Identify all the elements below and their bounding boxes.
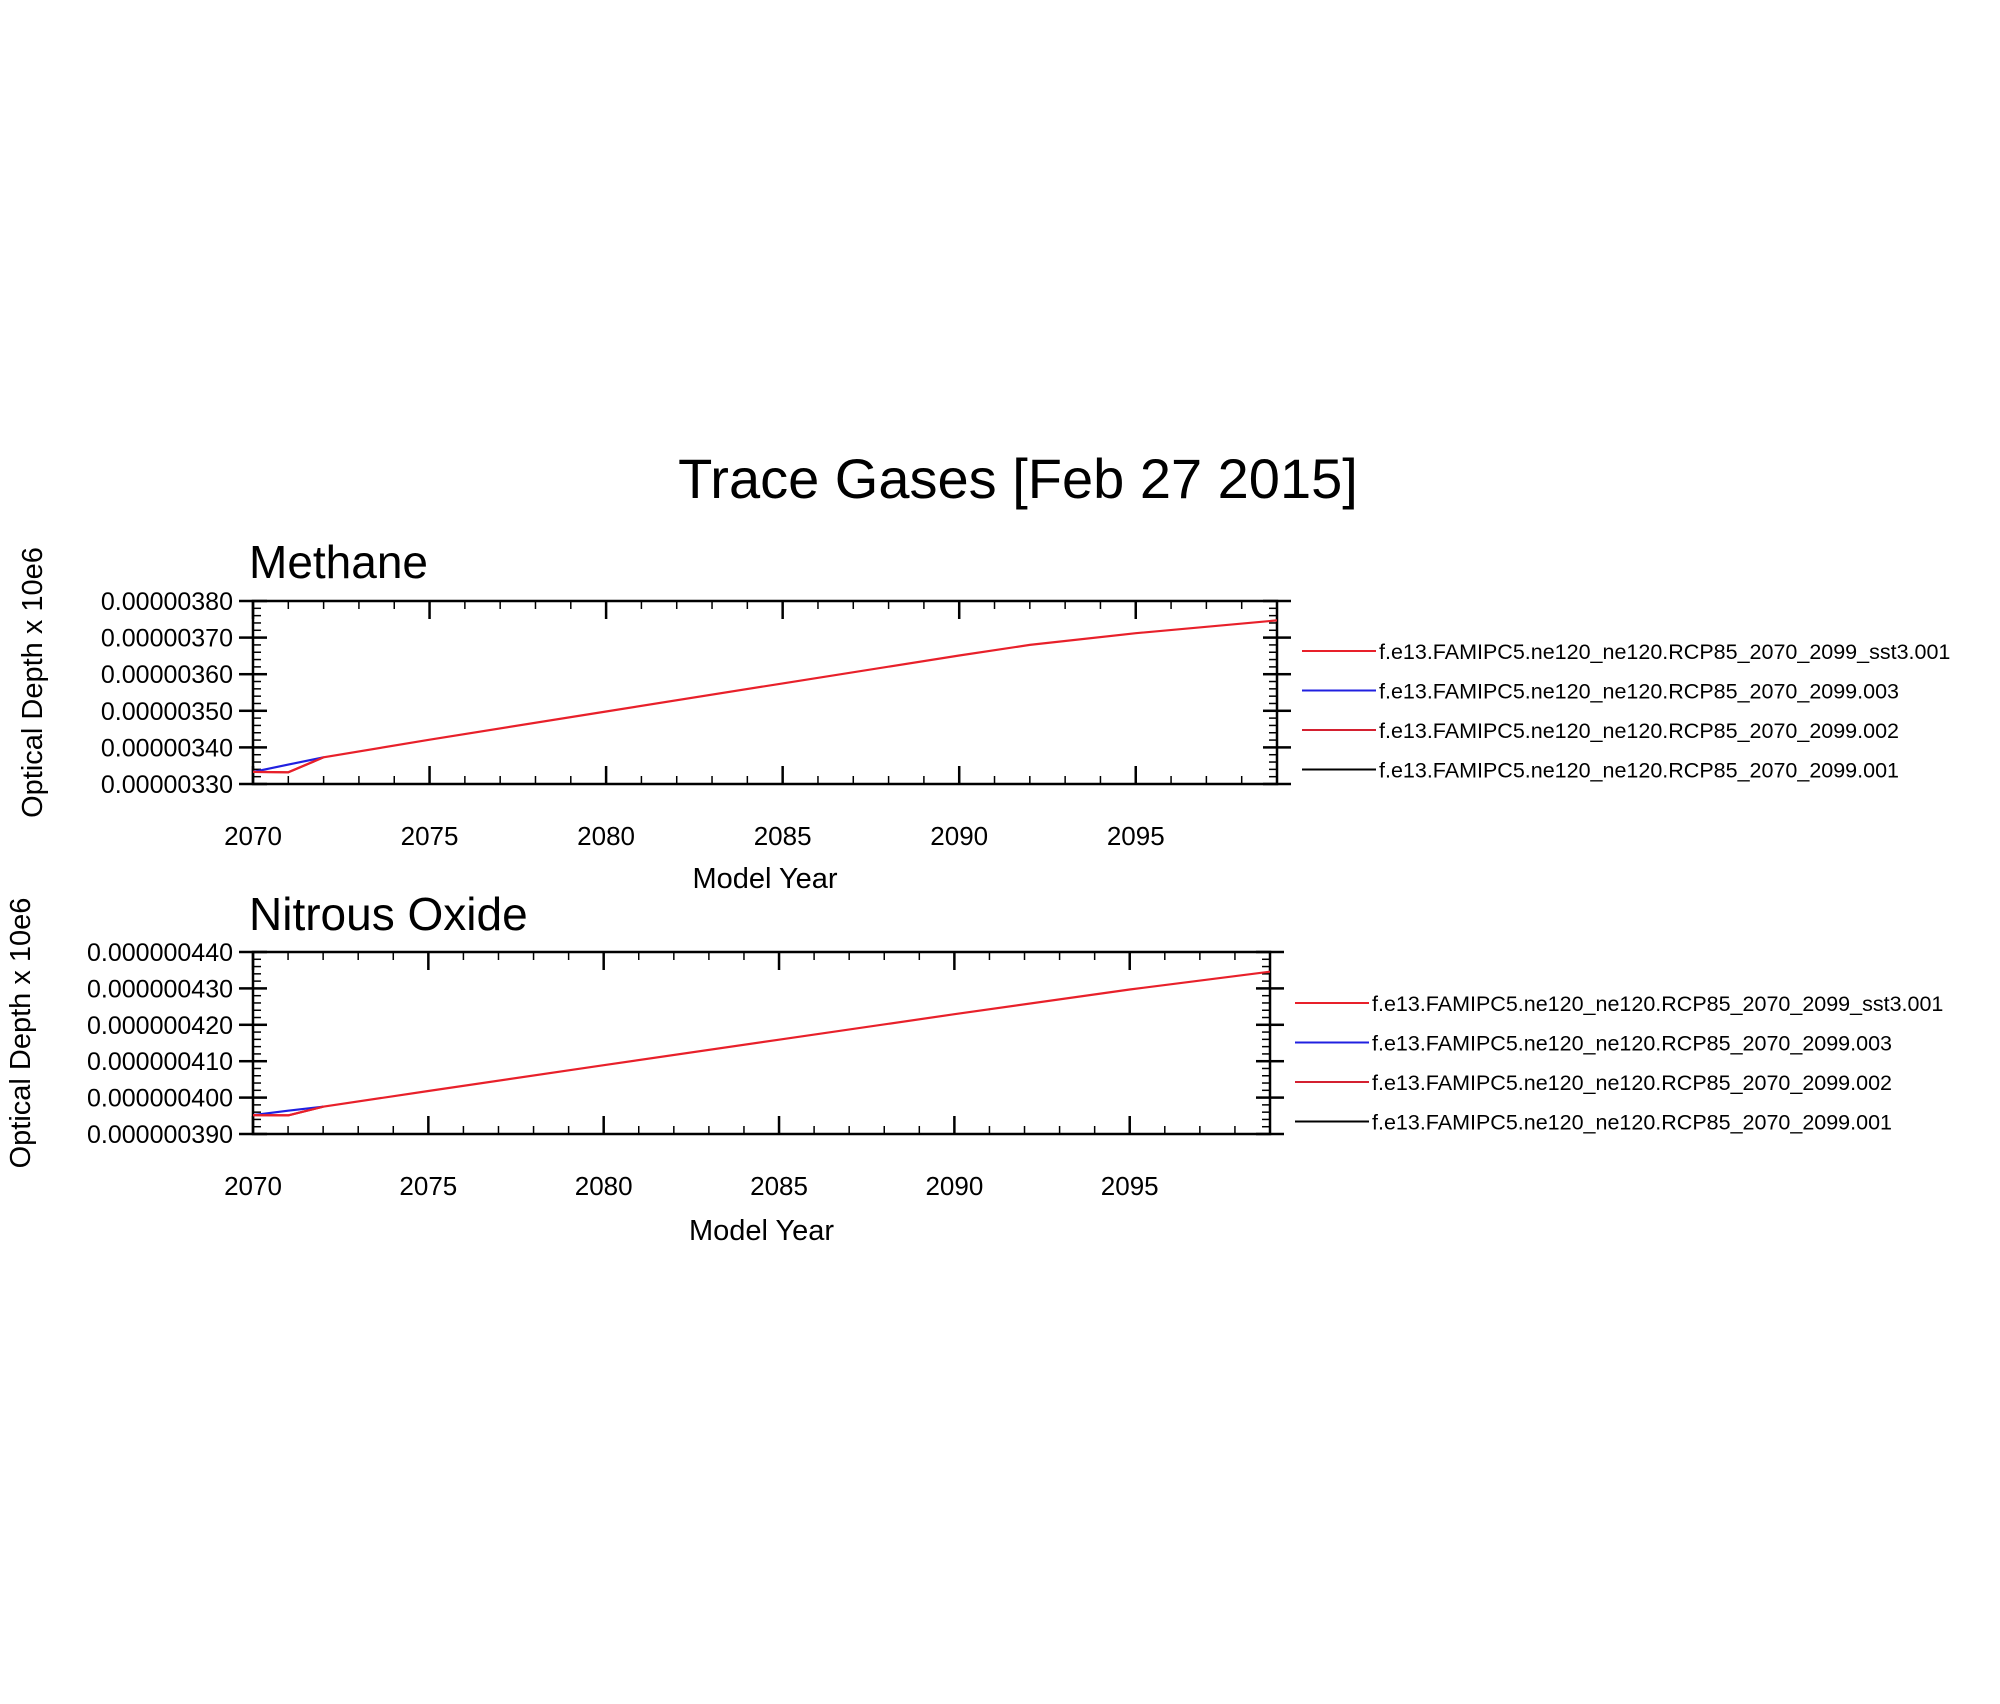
x-tick-label: 2085 — [754, 821, 812, 851]
figure-title: Trace Gases [Feb 27 2015] — [678, 447, 1358, 510]
legend-label: f.e13.FAMIPC5.ne120_ne120.RCP85_2070_209… — [1379, 680, 1899, 704]
legend-label: f.e13.FAMIPC5.ne120_ne120.RCP85_2070_209… — [1379, 759, 1899, 783]
y-tick-label: 0.00000340 — [101, 734, 233, 762]
chart-panels: Methane 2070 2075 2080 2085 2090 2095 0.0000033… — [5, 536, 1950, 1247]
legend: f.e13.FAMIPC5.ne120_ne120.RCP85_2070_209… — [1295, 992, 1943, 1135]
legend-label: f.e13.FAMIPC5.ne120_ne120.RCP85_2070_209… — [1372, 1032, 1892, 1056]
x-tick-label: 2080 — [577, 821, 635, 851]
legend: f.e13.FAMIPC5.ne120_ne120.RCP85_2070_209… — [1302, 640, 1950, 783]
y-tick-label: 0.000000420 — [87, 1012, 233, 1040]
x-tick-label: 2090 — [930, 821, 988, 851]
y-tick-label: 0.00000330 — [101, 771, 233, 799]
y-tick-label: 0.000000440 — [87, 939, 233, 967]
y-tick-label: 0.000000410 — [87, 1048, 233, 1076]
legend-label: f.e13.FAMIPC5.ne120_ne120.RCP85_2070_209… — [1372, 1111, 1892, 1135]
y-tick-label: 0.00000360 — [101, 661, 233, 689]
x-tick-label: 2075 — [399, 1171, 457, 1201]
plot-frame — [251, 599, 1279, 786]
x-axis-label: Model Year — [689, 1215, 834, 1247]
y-tick-label: 0.00000380 — [101, 588, 233, 616]
x-tick-label: 2085 — [750, 1171, 808, 1201]
plot-frame — [251, 950, 1272, 1136]
legend-label: f.e13.FAMIPC5.ne120_ne120.RCP85_2070_209… — [1372, 992, 1943, 1016]
x-tick-label: 2090 — [925, 1171, 983, 1201]
panel-title: Nitrous Oxide — [249, 888, 528, 940]
series-lines — [253, 619, 1277, 774]
y-axis-label: Optical Depth x 10e6 — [5, 898, 37, 1169]
y-tick-label: 0.000000430 — [87, 975, 233, 1003]
series-line — [253, 970, 1270, 1117]
series-line — [253, 756, 324, 773]
legend-label: f.e13.FAMIPC5.ne120_ne120.RCP85_2070_209… — [1379, 719, 1899, 743]
x-tick-label: 2070 — [224, 821, 282, 851]
y-tick-label: 0.00000350 — [101, 698, 233, 726]
series-line — [253, 1105, 324, 1117]
series-lines — [253, 970, 1270, 1117]
panel-title: Methane — [249, 536, 428, 588]
y-tick-label: 0.000000400 — [87, 1085, 233, 1113]
y-tick-label: 0.000000390 — [87, 1121, 233, 1149]
x-tick-label: 2075 — [401, 821, 459, 851]
panel-1: Methane 2070 2075 2080 2085 2090 2095 0.0000033… — [17, 536, 1950, 895]
x-axis-label: Model Year — [692, 863, 837, 895]
x-tick-label: 2095 — [1101, 1171, 1159, 1201]
legend-label: f.e13.FAMIPC5.ne120_ne120.RCP85_2070_209… — [1372, 1071, 1892, 1095]
legend-label: f.e13.FAMIPC5.ne120_ne120.RCP85_2070_209… — [1379, 640, 1950, 664]
x-tick-label: 2070 — [224, 1171, 282, 1201]
panel-2: Nitrous Oxide 2070 2075 2080 2085 2090 2095 0.0… — [5, 888, 1943, 1247]
y-tick-label: 0.00000370 — [101, 625, 233, 653]
y-axis-label: Optical Depth x 10e6 — [17, 547, 49, 818]
series-line — [253, 619, 1277, 774]
x-tick-label: 2095 — [1107, 821, 1165, 851]
x-tick-label: 2080 — [575, 1171, 633, 1201]
